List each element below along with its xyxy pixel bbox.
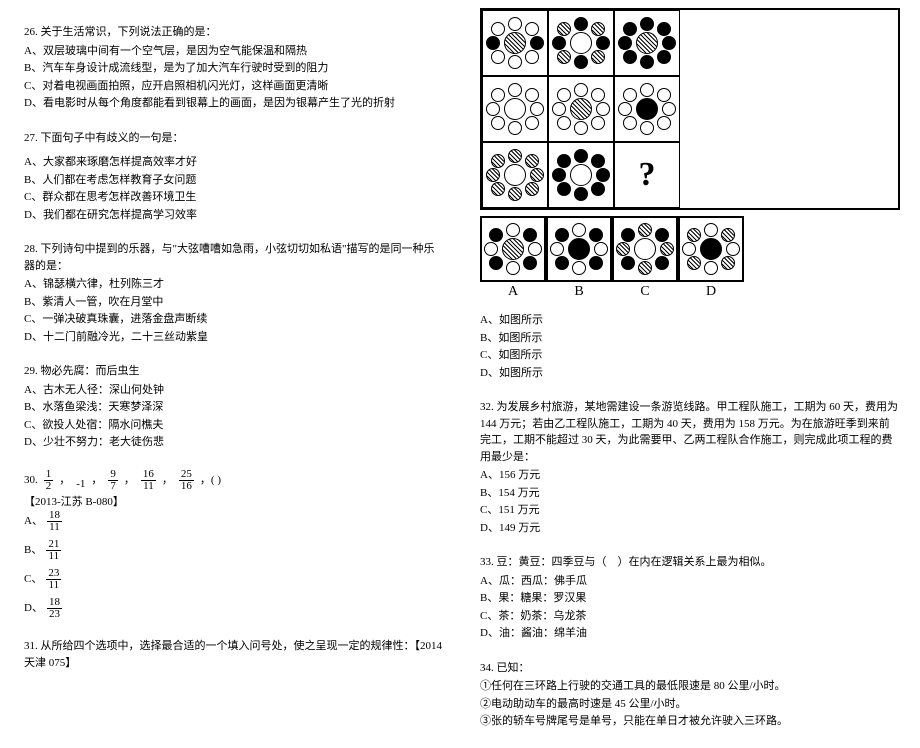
q34-line-2: ②电动助动车的最高时速是 45 公里/小时。 bbox=[480, 696, 900, 713]
question-30: 30. 12 ， -1 ， 97 ， 1611 ， 2516 ，( ) 【201… bbox=[24, 469, 444, 621]
q28-opt-c: C、一弹决破真珠囊，进落金盘声断续 bbox=[24, 311, 444, 328]
q30-frac-1: 12 bbox=[44, 469, 54, 492]
figure-cell bbox=[548, 10, 614, 76]
q29-stem: 29. 物必先腐：而后虫生 bbox=[24, 363, 444, 380]
q30-frac-2: 97 bbox=[108, 469, 118, 492]
q34-line-1: ①任何在三环路上行驶的交通工具的最低限速是 80 公里/小时。 bbox=[480, 678, 900, 695]
question-26: 26. 关于生活常识，下列说法正确的是： A、双层玻璃中间有一个空气层，是因为空… bbox=[24, 24, 444, 112]
q29-opt-d: D、少壮不努力：老大徒伤悲 bbox=[24, 434, 444, 451]
figure-cell bbox=[614, 10, 680, 76]
q30-minus1: -1 bbox=[76, 476, 85, 493]
q33-stem: 33. 豆：黄豆：四季豆与（ ）在内在逻辑关系上最为相似。 bbox=[480, 554, 900, 571]
q28-opt-d: D、十二门前融冷光，二十三丝动紫皇 bbox=[24, 329, 444, 346]
q30-opt-a: A、 1811 bbox=[24, 510, 444, 533]
question-mark-icon: ? bbox=[639, 156, 656, 194]
q28-opt-a: A、锦瑟横六律，杜列陈三才 bbox=[24, 276, 444, 293]
question-34: 34. 已知： ①任何在三环路上行驶的交通工具的最低限速是 80 公里/小时。 … bbox=[480, 660, 900, 730]
q31-opt-c: C、如图所示 bbox=[480, 347, 900, 364]
q26-stem: 26. 关于生活常识，下列说法正确的是： bbox=[24, 24, 444, 41]
q32-opt-a: A、156 万元 bbox=[480, 467, 900, 484]
q30-opt-c: C、 2311 bbox=[24, 568, 444, 591]
answer-cell bbox=[678, 216, 744, 282]
question-31-opts: A、如图所示 B、如图所示 C、如图所示 D、如图所示 bbox=[480, 312, 900, 381]
q30-source: 【2013-江苏 B-080】 bbox=[24, 494, 444, 511]
q26-opt-d: D、看电影时从每个角度都能看到银幕上的画面，是因为银幕产生了光的折射 bbox=[24, 95, 444, 112]
q30-prefix: 30. bbox=[24, 472, 38, 489]
figure-cell bbox=[614, 76, 680, 142]
q26-opt-c: C、对着电视画面拍照，应开启照相机闪光灯，这样画面更清晰 bbox=[24, 78, 444, 95]
figure-cell: ? bbox=[614, 142, 680, 208]
q31-figure: ? A B C D bbox=[480, 8, 900, 300]
q28-stem: 28. 下列诗句中提到的乐器，与"大弦嘈嘈如急雨，小弦切切如私语"描写的是同一种… bbox=[24, 241, 444, 274]
answer-row bbox=[480, 216, 900, 282]
q26-opt-a: A、双层玻璃中间有一个空气层，是因为空气能保温和隔热 bbox=[24, 43, 444, 60]
question-29: 29. 物必先腐：而后虫生 A、古木无人径：深山何处钟 B、水落鱼梁浅：天寒梦泽… bbox=[24, 363, 444, 451]
q34-stem: 34. 已知： bbox=[480, 660, 900, 677]
q28-opt-b: B、紫清人一管，吹在月堂中 bbox=[24, 294, 444, 311]
q30-frac-3: 1611 bbox=[141, 469, 156, 492]
q34-line-3: ③张的轿车号牌尾号是单号，只能在单日才被允许驶入三环路。 bbox=[480, 713, 900, 730]
q32-opt-d: D、149 万元 bbox=[480, 520, 900, 537]
figure-cell bbox=[548, 76, 614, 142]
question-31-stem: 31. 从所给四个选项中，选择最合适的一个填入问号处，使之呈现一定的规律性：【2… bbox=[24, 638, 444, 671]
q27-opt-a: A、大家都来琢磨怎样提高效率才好 bbox=[24, 154, 444, 171]
q33-opt-b: B、果：糖果：罗汉果 bbox=[480, 590, 900, 607]
question-32: 32. 为发展乡村旅游，某地需建设一条游览线路。甲工程队施工，工期为 60 天，… bbox=[480, 399, 900, 536]
question-33: 33. 豆：黄豆：四季豆与（ ）在内在逻辑关系上最为相似。 A、瓜：西瓜：佛手瓜… bbox=[480, 554, 900, 642]
question-27: 27. 下面句子中有歧义的一句是： A、大家都来琢磨怎样提高效率才好 B、人们都… bbox=[24, 130, 444, 224]
q30-opt-d: D、 1823 bbox=[24, 597, 444, 620]
q30-frac-4: 2516 bbox=[179, 469, 194, 492]
answer-cell bbox=[612, 216, 678, 282]
q33-opt-d: D、油：酱油：绵羊油 bbox=[480, 625, 900, 642]
q32-stem: 32. 为发展乡村旅游，某地需建设一条游览线路。甲工程队施工，工期为 60 天，… bbox=[480, 399, 900, 465]
q27-opt-b: B、人们都在考虑怎样教育子女问题 bbox=[24, 172, 444, 189]
q29-opt-a: A、古木无人径：深山何处钟 bbox=[24, 382, 444, 399]
answer-cell bbox=[546, 216, 612, 282]
q31-opt-b: B、如图所示 bbox=[480, 330, 900, 347]
q31-stem: 31. 从所给四个选项中，选择最合适的一个填入问号处，使之呈现一定的规律性：【2… bbox=[24, 638, 444, 671]
q33-opt-a: A、瓜：西瓜：佛手瓜 bbox=[480, 573, 900, 590]
figure-grid: ? bbox=[480, 8, 900, 210]
question-28: 28. 下列诗句中提到的乐器，与"大弦嘈嘈如急雨，小弦切切如私语"描写的是同一种… bbox=[24, 241, 444, 345]
q27-opt-c: C、群众都在思考怎样改善环境卫生 bbox=[24, 189, 444, 206]
q31-opt-a: A、如图所示 bbox=[480, 312, 900, 329]
figure-cell bbox=[482, 10, 548, 76]
q31-opt-d: D、如图所示 bbox=[480, 365, 900, 382]
q26-opt-b: B、汽车车身设计成流线型，是为了加大汽车行驶时受到的阻力 bbox=[24, 60, 444, 77]
q32-opt-b: B、154 万元 bbox=[480, 485, 900, 502]
q29-opt-c: C、欲投人处宿：隔水问樵夫 bbox=[24, 417, 444, 434]
q30-sequence: 30. 12 ， -1 ， 97 ， 1611 ， 2516 ，( ) bbox=[24, 469, 444, 492]
figure-cell bbox=[482, 76, 548, 142]
q30-opt-b: B、 2111 bbox=[24, 539, 444, 562]
answer-labels: A B C D bbox=[480, 284, 900, 300]
q27-stem: 27. 下面句子中有歧义的一句是： bbox=[24, 130, 444, 147]
figure-cell bbox=[482, 142, 548, 208]
q27-opt-d: D、我们都在研究怎样提高学习效率 bbox=[24, 207, 444, 224]
answer-cell bbox=[480, 216, 546, 282]
q29-opt-b: B、水落鱼梁浅：天寒梦泽深 bbox=[24, 399, 444, 416]
q33-opt-c: C、茶：奶茶：乌龙茶 bbox=[480, 608, 900, 625]
figure-cell bbox=[548, 142, 614, 208]
q32-opt-c: C、151 万元 bbox=[480, 502, 900, 519]
